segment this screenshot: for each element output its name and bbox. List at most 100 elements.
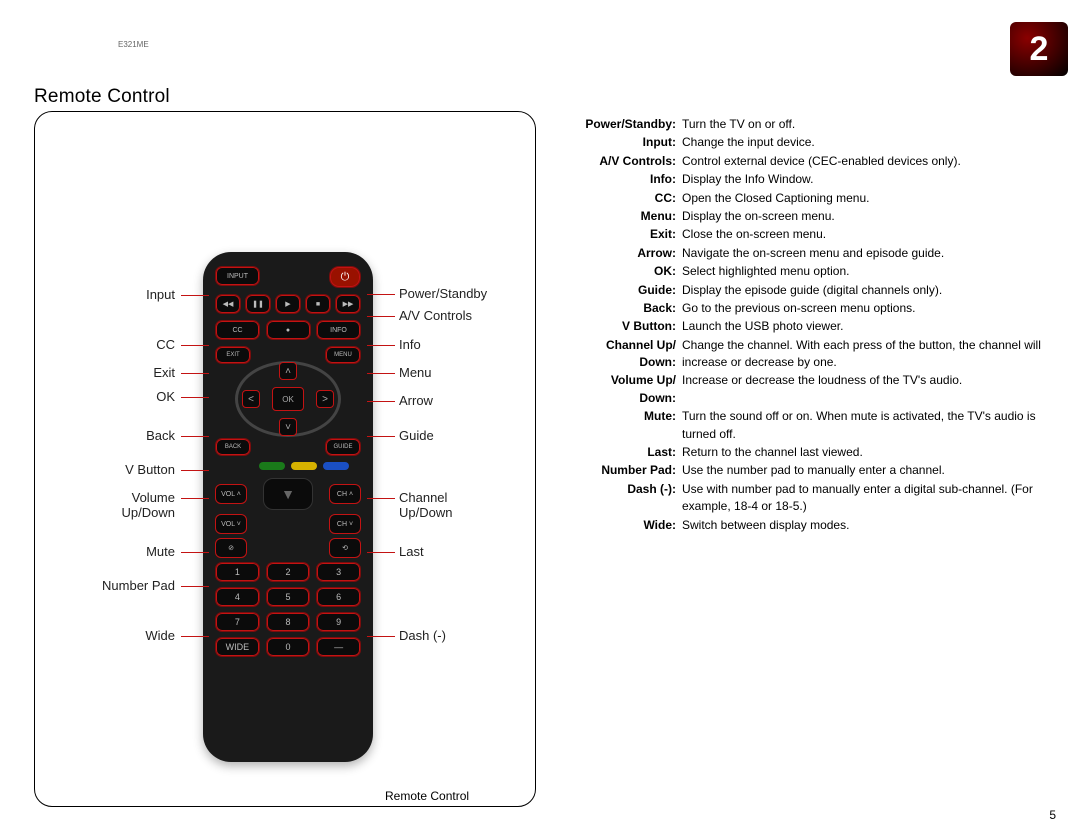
av-ff: ▶▶ (335, 294, 361, 314)
av-pause: ❚❚ (245, 294, 271, 314)
leader-line (181, 636, 209, 637)
description-definition: Navigate the on-screen menu and episode … (682, 245, 1050, 262)
description-term: A/V Controls: (560, 153, 682, 170)
leader-line (367, 636, 395, 637)
description-row: Info:Display the Info Window. (560, 171, 1050, 188)
leader-line (367, 316, 395, 317)
wide-button: WIDE (215, 637, 260, 657)
description-row: Dash (-):Use with number pad to manually… (560, 481, 1050, 516)
description-definition: Return to the channel last viewed. (682, 444, 1050, 461)
av-rewind: ◀◀ (215, 294, 241, 314)
description-definition: Switch between display modes. (682, 517, 1050, 534)
description-definition: Open the Closed Captioning menu. (682, 190, 1050, 207)
description-definition: Go to the previous on-screen menu option… (682, 300, 1050, 317)
num-6: 6 (316, 587, 361, 607)
ch-down: CH ˅ (329, 514, 361, 534)
description-row: A/V Controls:Control external device (CE… (560, 153, 1050, 170)
description-term: OK: (560, 263, 682, 280)
description-term: V Button: (560, 318, 682, 335)
description-term: Guide: (560, 282, 682, 299)
arrow-down: ˅ (279, 418, 297, 436)
description-definition: Close the on-screen menu. (682, 226, 1050, 243)
back-button: BACK (215, 438, 251, 456)
description-definition: Select highlighted menu option. (682, 263, 1050, 280)
description-definition: Control external device (CEC-enabled dev… (682, 153, 1050, 170)
callout-right: Power/Standby (399, 286, 487, 301)
leader-line (367, 436, 395, 437)
description-definition: Display the on-screen menu. (682, 208, 1050, 225)
description-row: CC:Open the Closed Captioning menu. (560, 190, 1050, 207)
callout-left: Wide (145, 628, 175, 643)
callout-right: Arrow (399, 393, 433, 408)
description-term: Mute: (560, 408, 682, 443)
description-term: Number Pad: (560, 462, 682, 479)
num-7: 7 (215, 612, 260, 632)
description-definition: Increase or decrease the loudness of the… (682, 372, 1050, 407)
leader-line (181, 345, 209, 346)
description-row: Exit:Close the on-screen menu. (560, 226, 1050, 243)
callout-left: Back (146, 428, 175, 443)
num-2: 2 (266, 562, 311, 582)
description-row: Back:Go to the previous on-screen menu o… (560, 300, 1050, 317)
description-row: Menu:Display the on-screen menu. (560, 208, 1050, 225)
v-button: ▼ (263, 478, 313, 510)
description-row: Input:Change the input device. (560, 134, 1050, 151)
chapter-badge: 2 (1010, 22, 1068, 76)
num-8: 8 (266, 612, 311, 632)
description-row: OK:Select highlighted menu option. (560, 263, 1050, 280)
arrow-left: ˂ (242, 390, 260, 408)
leader-line (367, 401, 395, 402)
leader-line (367, 552, 395, 553)
input-button: INPUT (215, 266, 260, 286)
color-blue (323, 462, 349, 470)
callout-right: A/V Controls (399, 308, 472, 323)
description-term: Wide: (560, 517, 682, 534)
description-term: Back: (560, 300, 682, 317)
guide-button: GUIDE (325, 438, 361, 456)
remote-illustration-frame: INPUT ⏻ ◀◀ ❚❚ ▶ ■ ▶▶ CC ● INFO EXIT MENU… (34, 111, 536, 807)
leader-line (181, 373, 209, 374)
leader-line (367, 345, 395, 346)
callout-left: OK (156, 389, 175, 404)
ok-button: OK (272, 387, 304, 411)
callout-left: Input (146, 287, 175, 302)
num-1: 1 (215, 562, 260, 582)
callout-left: Mute (146, 544, 175, 559)
color-green (259, 462, 285, 470)
page-number: 5 (1049, 808, 1056, 822)
leader-line (181, 498, 209, 499)
color-yellow (291, 462, 317, 470)
dash-button: — (316, 637, 361, 657)
num-0: 0 (266, 637, 311, 657)
description-term: Power/Standby: (560, 116, 682, 133)
leader-line (181, 436, 209, 437)
model-number: E321ME (118, 40, 149, 49)
number-pad: 1 2 3 4 5 6 7 8 9 WIDE 0 — (215, 562, 361, 657)
callout-right: Channel Up/Down (399, 490, 452, 520)
description-term: Exit: (560, 226, 682, 243)
vol-up: VOL ˄ (215, 484, 247, 504)
description-row: Channel Up/ Down:Change the channel. Wit… (560, 337, 1050, 372)
description-row: Volume Up/ Down:Increase or decrease the… (560, 372, 1050, 407)
leader-line (181, 397, 209, 398)
ch-up: CH ˄ (329, 484, 361, 504)
callout-left: Exit (153, 365, 175, 380)
description-row: V Button:Launch the USB photo viewer. (560, 318, 1050, 335)
rec-button: ● (266, 320, 311, 340)
description-row: Mute:Turn the sound off or on. When mute… (560, 408, 1050, 443)
callout-left: CC (156, 337, 175, 352)
num-3: 3 (316, 562, 361, 582)
leader-line (367, 294, 395, 295)
description-definition: Turn the TV on or off. (682, 116, 1050, 133)
description-definition: Launch the USB photo viewer. (682, 318, 1050, 335)
leader-line (181, 552, 209, 553)
num-5: 5 (266, 587, 311, 607)
callout-right: Dash (-) (399, 628, 446, 643)
description-row: Guide:Display the episode guide (digital… (560, 282, 1050, 299)
page-title: Remote Control (34, 86, 170, 108)
leader-line (181, 586, 209, 587)
description-definition: Display the Info Window. (682, 171, 1050, 188)
description-definition: Use the number pad to manually enter a c… (682, 462, 1050, 479)
callout-right: Menu (399, 365, 432, 380)
callout-right: Info (399, 337, 421, 352)
